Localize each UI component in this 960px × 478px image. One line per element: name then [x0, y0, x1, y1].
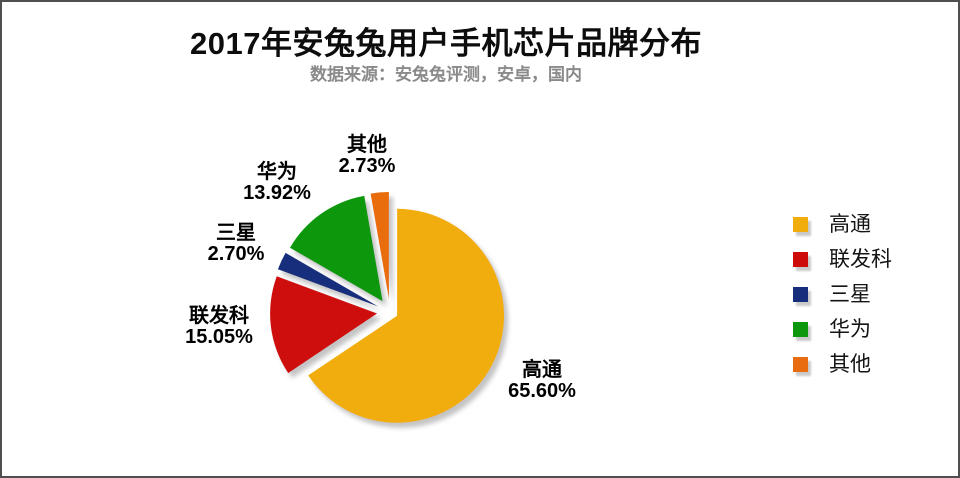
pie-slice-qualcomm: [308, 208, 505, 423]
legend-item-huawei: 华为: [793, 312, 892, 347]
legend-swatch-qualcomm: [793, 217, 808, 232]
chart-subtitle: 数据来源：安兔兔评测，安卓，国内: [310, 65, 582, 84]
slice-callout-name: 其他: [347, 134, 387, 156]
chart-title: 2017年安兔兔用户手机芯片品牌分布: [190, 26, 702, 61]
slice-callout-value: 2.73%: [338, 155, 396, 177]
slice-callout-value: 15.05%: [185, 326, 253, 348]
legend-label: 联发科: [829, 247, 892, 271]
legend-label: 三星: [829, 282, 871, 306]
slice-callout-value: 13.92%: [243, 182, 311, 204]
slice-callout-name: 三星: [216, 222, 256, 244]
legend-item-others: 其他: [793, 347, 892, 382]
legend-item-samsung: 三星: [793, 277, 892, 312]
legend-item-mediatek: 联发科: [793, 242, 892, 277]
pie-slice-mediatek: [270, 276, 378, 374]
legend-swatch-others: [793, 357, 808, 372]
slice-callout-value: 2.70%: [207, 243, 265, 265]
slice-callout-name: 高通: [522, 359, 562, 381]
legend-item-qualcomm: 高通: [793, 207, 892, 242]
slice-callout-others: 其他 2.73%: [292, 135, 442, 177]
legend-label: 其他: [829, 352, 871, 376]
legend-swatch-huawei: [793, 322, 808, 337]
slice-callout-name: 华为: [257, 161, 297, 183]
slice-callout-mediatek: 联发科 15.05%: [144, 306, 294, 348]
legend: 高通联发科三星华为其他: [793, 207, 892, 382]
slice-callout-qualcomm: 高通 65.60%: [467, 360, 617, 402]
slice-callout-name: 联发科: [189, 305, 249, 327]
legend-swatch-samsung: [793, 287, 808, 302]
pie-slice-samsung: [277, 252, 379, 307]
legend-label: 高通: [829, 212, 871, 236]
pie-slice-others: [370, 192, 389, 299]
slice-callout-huawei: 华为 13.92%: [202, 162, 352, 204]
legend-swatch-mediatek: [793, 252, 808, 267]
pie-slice-huawei: [290, 195, 383, 302]
legend-label: 华为: [829, 317, 871, 341]
slice-callout-value: 65.60%: [508, 380, 576, 402]
slice-callout-samsung: 三星 2.70%: [161, 223, 311, 265]
